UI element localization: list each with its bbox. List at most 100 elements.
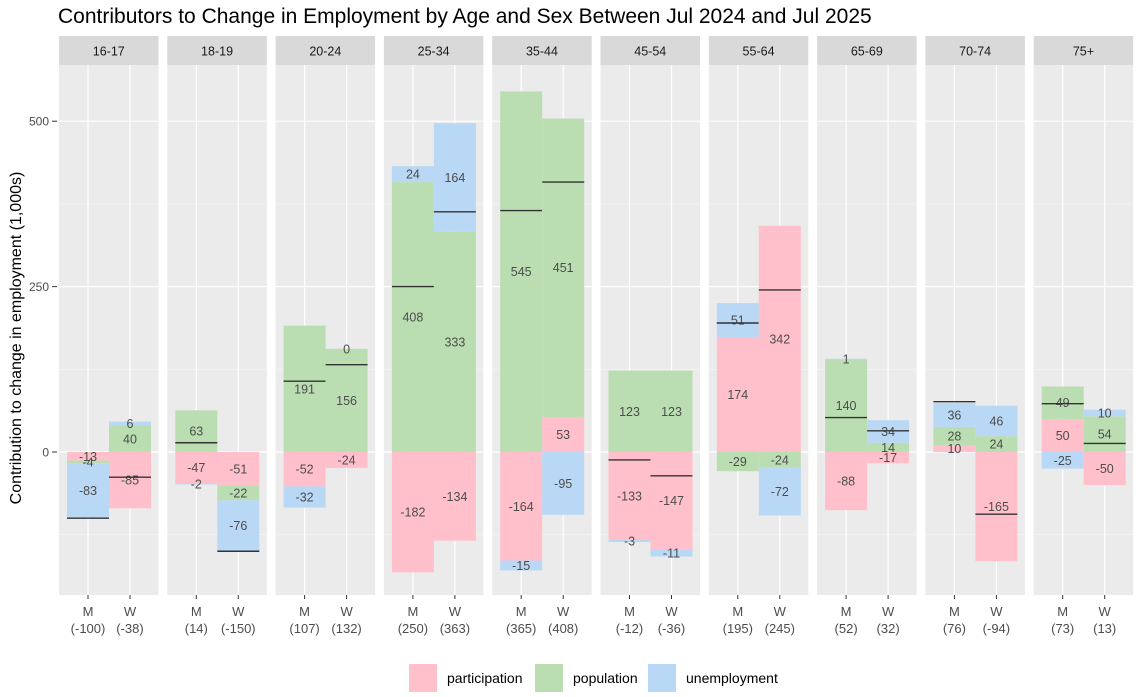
bar-segment-unemployment — [758, 467, 801, 516]
legend-key-unemployment — [648, 664, 676, 692]
bar-segment-participation — [1041, 418, 1084, 452]
x-tick-label-sex: M — [407, 604, 418, 619]
facet-label: 25-34 — [418, 45, 450, 59]
bar-segment-population — [67, 460, 109, 464]
bar-segment-unemployment — [608, 539, 651, 542]
data-label-unemployment: 34 — [881, 425, 895, 439]
facet-label: 55-64 — [743, 45, 775, 59]
bar-segment-population — [933, 426, 976, 446]
data-label-population: 408 — [402, 311, 423, 325]
data-label-population: 40 — [123, 432, 137, 446]
facet-strip — [708, 36, 809, 65]
x-tick-label-total: (363) — [440, 621, 470, 636]
bar-segment-participation — [975, 452, 1018, 562]
y-tick-label: 250 — [29, 280, 49, 294]
x-tick-label-sex: M — [191, 604, 202, 619]
bar-segment-unemployment — [1083, 409, 1126, 417]
x-tick-label-sex: M — [1057, 604, 1068, 619]
legend-label-population: population — [573, 670, 638, 686]
bar-segment-participation — [608, 452, 651, 540]
facet-strip — [167, 36, 267, 65]
legend-key-participation — [409, 664, 437, 692]
bar-segment-population — [1041, 386, 1084, 419]
bar-segment-participation — [325, 452, 368, 468]
data-label-participation: 174 — [727, 388, 748, 402]
facet-label: 18-19 — [201, 45, 233, 59]
facet-label: 65-69 — [851, 45, 883, 59]
x-tick-label-sex: W — [340, 604, 353, 619]
data-label-unemployment: -76 — [229, 519, 247, 533]
facet-label: 35-44 — [526, 45, 558, 59]
x-tick-label-sex: W — [232, 604, 245, 619]
facet-strip — [925, 36, 1025, 65]
x-tick-label-total: (-36) — [658, 621, 685, 636]
data-label-population: 54 — [1098, 428, 1112, 442]
data-label-population: 63 — [189, 425, 203, 439]
x-tick-label-sex: M — [516, 604, 527, 619]
bar-segment-unemployment — [391, 166, 434, 183]
data-label-participation: -51 — [229, 462, 247, 476]
x-tick-label-sex: W — [124, 604, 137, 619]
x-tick-label-total: (76) — [943, 621, 966, 636]
data-label-unemployment: -83 — [79, 484, 97, 498]
data-label-participation: -164 — [509, 500, 534, 514]
data-label-participation: -85 — [121, 474, 139, 488]
data-label-population: 140 — [836, 399, 857, 413]
x-tick-label-total: (-94) — [983, 621, 1010, 636]
data-label-unemployment: 1 — [843, 353, 850, 367]
bar-segment-participation — [433, 452, 476, 541]
x-tick-label-sex: M — [624, 604, 635, 619]
data-label-population: 28 — [947, 430, 961, 444]
x-tick-label-sex: W — [665, 604, 678, 619]
data-label-participation: -50 — [1096, 462, 1114, 476]
data-label-population: 123 — [661, 405, 682, 419]
facet-strip — [1033, 36, 1134, 65]
bar-segment-unemployment — [283, 486, 326, 508]
chart-svg: Contribution to change in employment (1,… — [8, 36, 1134, 636]
x-tick-label-total: (365) — [506, 621, 536, 636]
data-label-participation: -182 — [400, 506, 425, 520]
bar-segment-participation — [283, 452, 326, 487]
bar-segment-population — [825, 359, 868, 452]
data-label-participation: 50 — [1056, 429, 1070, 443]
facet-label: 75+ — [1073, 45, 1094, 59]
bar-segment-participation — [542, 416, 585, 452]
bar-segment-participation — [758, 225, 801, 452]
facet-strip — [275, 36, 376, 65]
data-label-participation: 342 — [769, 332, 790, 346]
x-tick-label-total: (52) — [835, 621, 858, 636]
facet-label: 45-54 — [634, 45, 666, 59]
data-label-unemployment: 36 — [947, 408, 961, 422]
data-label-population: -29 — [729, 455, 747, 469]
data-label-participation: -24 — [338, 453, 356, 467]
x-tick-label-total: (245) — [765, 621, 795, 636]
data-label-population: 24 — [989, 438, 1003, 452]
data-label-population: 451 — [553, 261, 574, 275]
x-tick-label-sex: M — [732, 604, 743, 619]
x-tick-label-sex: W — [774, 604, 787, 619]
bar-segment-population — [433, 231, 476, 452]
x-tick-label-total: (408) — [548, 621, 578, 636]
x-tick-label-sex: M — [949, 604, 960, 619]
bar-segment-participation — [67, 452, 109, 461]
legend-item-participation: participation — [409, 662, 523, 694]
bar-segment-population — [109, 425, 151, 452]
bar-segment-population — [325, 348, 368, 452]
bar-segment-population — [500, 91, 543, 452]
legend-item-unemployment: unemployment — [648, 662, 778, 694]
bar-segment-participation — [217, 452, 260, 486]
bar-segment-population — [175, 410, 218, 452]
x-tick-label-total: (73) — [1051, 621, 1074, 636]
data-label-unemployment: 51 — [731, 314, 745, 328]
data-label-participation: 10 — [947, 442, 961, 456]
legend-key-population — [535, 664, 563, 692]
bar-segment-unemployment — [933, 403, 976, 427]
data-label-participation: -47 — [187, 461, 205, 475]
y-tick-label: 0 — [42, 446, 49, 460]
data-label-unemployment: -25 — [1054, 454, 1072, 468]
chart-title: Contributors to Change in Employment by … — [58, 5, 872, 28]
data-label-unemployment: 10 — [1098, 406, 1112, 420]
bar-segment-population — [283, 325, 326, 452]
y-tick-label: 500 — [29, 115, 49, 129]
bar-segment-population — [391, 182, 434, 452]
